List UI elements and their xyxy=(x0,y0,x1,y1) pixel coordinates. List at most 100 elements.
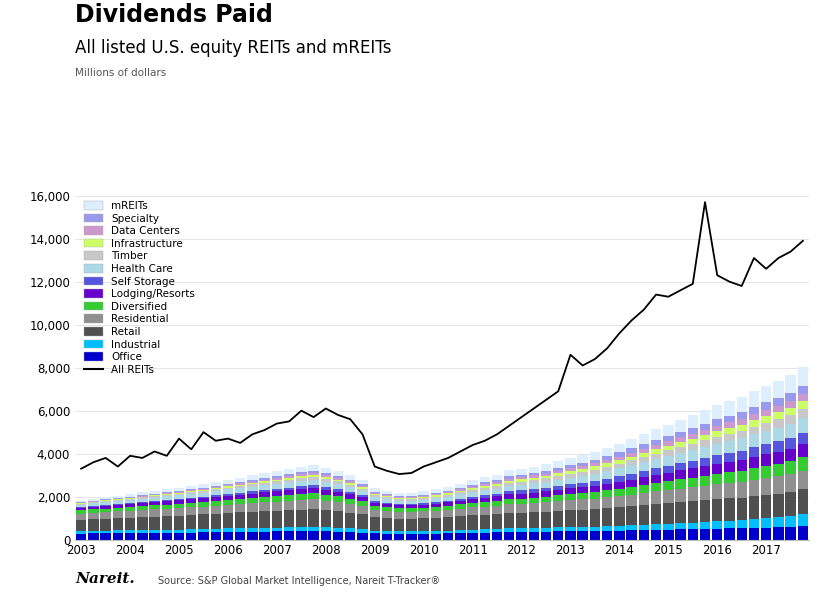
Bar xyxy=(602,498,612,508)
Bar xyxy=(467,533,478,540)
Bar xyxy=(235,499,245,504)
Bar xyxy=(492,533,502,540)
Bar xyxy=(76,502,87,503)
Bar xyxy=(749,480,759,496)
Bar xyxy=(712,444,722,455)
Bar xyxy=(223,486,234,487)
Bar xyxy=(162,495,172,496)
Bar xyxy=(345,482,355,483)
Bar xyxy=(88,501,98,502)
Bar xyxy=(333,471,344,476)
Bar xyxy=(504,470,515,476)
Bar xyxy=(553,461,564,468)
Bar xyxy=(736,438,747,451)
Bar xyxy=(296,467,307,473)
Bar xyxy=(235,486,245,488)
Bar xyxy=(663,445,674,450)
Bar xyxy=(663,481,674,490)
Bar xyxy=(553,480,564,486)
Bar xyxy=(357,533,368,540)
Bar xyxy=(736,419,747,425)
Bar xyxy=(590,467,600,470)
Bar xyxy=(173,500,184,504)
Bar xyxy=(700,522,711,529)
Bar xyxy=(553,476,564,480)
Bar xyxy=(259,490,270,492)
Bar xyxy=(333,489,344,492)
Bar xyxy=(333,476,344,478)
Bar xyxy=(687,461,698,468)
Bar xyxy=(700,529,711,540)
Bar xyxy=(712,426,722,431)
Bar xyxy=(210,486,221,487)
Bar xyxy=(223,500,234,505)
Bar xyxy=(100,531,111,533)
Bar xyxy=(394,497,404,498)
Bar xyxy=(492,514,502,529)
Bar xyxy=(309,474,319,477)
Bar xyxy=(676,502,686,523)
Bar xyxy=(198,493,208,497)
Bar xyxy=(149,495,160,496)
Bar xyxy=(296,478,307,481)
Bar xyxy=(773,464,784,476)
Bar xyxy=(540,528,551,532)
Bar xyxy=(786,516,796,527)
Bar xyxy=(749,426,759,434)
Bar xyxy=(186,491,197,492)
Bar xyxy=(761,410,771,416)
Bar xyxy=(577,487,588,493)
Bar xyxy=(272,496,282,502)
Bar xyxy=(761,402,771,410)
Bar xyxy=(712,521,722,529)
Bar xyxy=(602,467,612,471)
Bar xyxy=(590,531,600,540)
Bar xyxy=(651,524,661,530)
Bar xyxy=(100,505,111,506)
Bar xyxy=(369,492,380,493)
Bar xyxy=(210,487,221,488)
Bar xyxy=(149,496,160,498)
Bar xyxy=(455,492,465,495)
Bar xyxy=(259,511,270,528)
Bar xyxy=(614,460,625,464)
Bar xyxy=(455,533,465,540)
Bar xyxy=(529,528,539,532)
Bar xyxy=(626,474,637,480)
Bar xyxy=(259,478,270,480)
Bar xyxy=(504,486,515,492)
Bar xyxy=(259,502,270,511)
Bar xyxy=(565,489,575,494)
Bar xyxy=(614,489,625,496)
Bar xyxy=(198,515,208,529)
Bar xyxy=(173,516,184,530)
Bar xyxy=(626,457,637,461)
Bar xyxy=(736,471,747,482)
Bar xyxy=(137,506,148,510)
Bar xyxy=(173,533,184,540)
Bar xyxy=(76,503,87,505)
Bar xyxy=(223,494,234,496)
Bar xyxy=(76,511,87,514)
Bar xyxy=(540,479,551,482)
Bar xyxy=(687,428,698,433)
Bar xyxy=(687,439,698,444)
Text: Nareit.: Nareit. xyxy=(75,572,134,586)
Bar xyxy=(736,498,747,521)
Bar xyxy=(125,495,135,497)
Bar xyxy=(369,506,380,510)
Bar xyxy=(394,508,404,512)
Bar xyxy=(651,504,661,524)
Bar xyxy=(198,502,208,506)
Bar xyxy=(724,483,735,499)
Bar xyxy=(357,506,368,514)
Bar xyxy=(186,499,197,503)
Bar xyxy=(540,476,551,479)
Bar xyxy=(345,483,355,484)
Bar xyxy=(577,531,588,540)
Bar xyxy=(639,505,649,525)
Bar xyxy=(125,533,135,540)
Bar xyxy=(467,497,478,499)
Bar xyxy=(284,501,294,511)
Bar xyxy=(345,528,355,532)
